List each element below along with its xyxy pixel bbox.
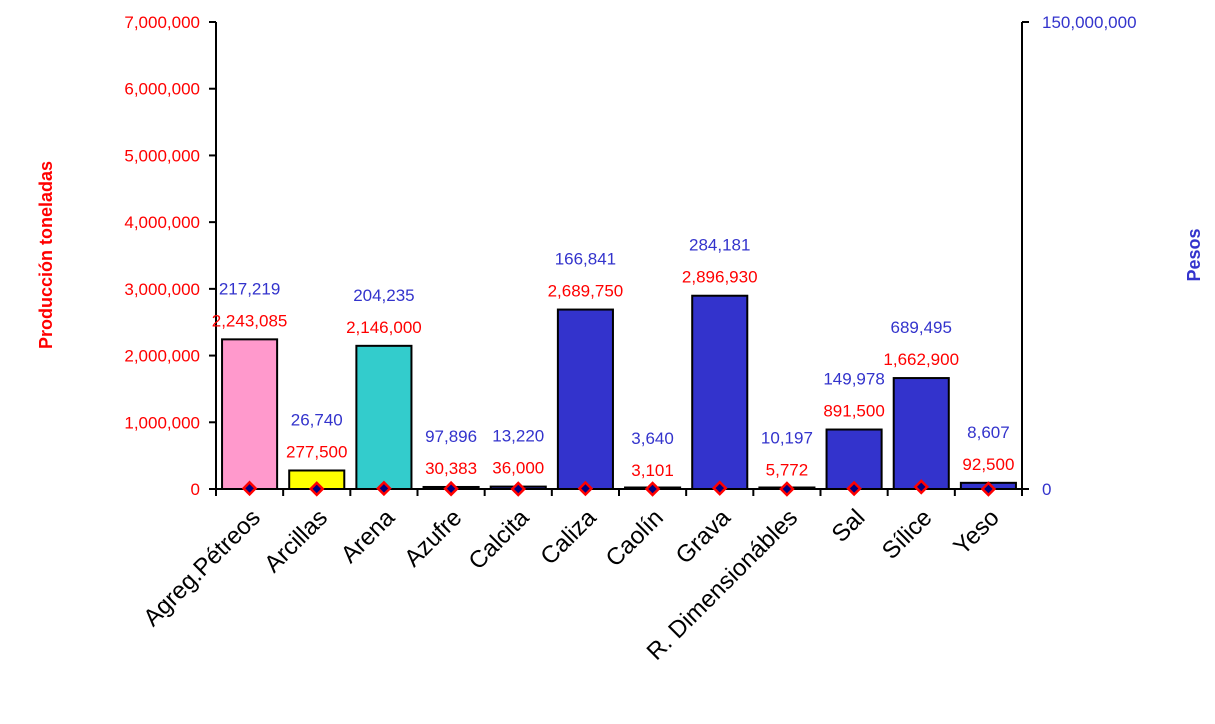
left-tick-label: 6,000,000 [124, 80, 200, 99]
pesos-marker-9 [846, 480, 862, 497]
category-label-1: Arcillas [259, 504, 333, 578]
production-label-9: 891,500 [823, 402, 884, 421]
bar-0 [221, 338, 279, 490]
right-tick-label: 150,000,000 [1042, 13, 1137, 32]
bar-2 [355, 344, 413, 490]
bars-layer [221, 294, 1017, 491]
pesos-label-6: 3,640 [631, 429, 674, 448]
left-tick-label: 3,000,000 [124, 280, 200, 299]
pesos-marker-2 [376, 480, 392, 497]
pesos-label-10: 689,495 [891, 318, 952, 337]
pesos-marker-3 [443, 480, 459, 497]
pesos-marker-11 [980, 481, 997, 497]
category-label-11: Yeso [948, 504, 1004, 560]
left-tick-label: 7,000,000 [124, 13, 200, 32]
value-labels-layer: 2,243,085 217,219 277,500 26,740 2,146,000 20… [212, 236, 1015, 480]
left-axis-title: Producción toneladas [36, 161, 56, 349]
production-label-11: 92,500 [962, 455, 1014, 474]
production-label-8: 5,772 [766, 461, 809, 480]
production-label-1: 277,500 [286, 442, 347, 461]
category-label-5: Caliza [535, 504, 602, 571]
category-label-3: Azufre [399, 504, 467, 572]
production-label-10: 1,662,900 [883, 350, 959, 369]
production-label-6: 3,101 [631, 461, 674, 480]
right-ticks-layer: 0 150,000,000 [1022, 13, 1137, 499]
production-label-2: 2,146,000 [346, 318, 422, 337]
production-label-4: 36,000 [492, 459, 544, 478]
pesos-marker-0 [241, 480, 258, 497]
pesos-label-1: 26,740 [291, 410, 343, 429]
category-label-7: Grava [671, 504, 737, 570]
bar-9 [825, 428, 883, 490]
category-label-2: Arena [336, 504, 401, 569]
pesos-label-3: 97,896 [425, 427, 477, 446]
category-label-6: Caolín [601, 504, 669, 572]
x-ticks-layer [215, 489, 1023, 496]
bar-5 [556, 308, 614, 490]
pesos-label-11: 8,607 [967, 423, 1010, 442]
pesos-marker-8 [779, 481, 795, 497]
markers-layer [241, 479, 997, 497]
pesos-marker-4 [510, 481, 527, 497]
production-label-5: 2,689,750 [548, 282, 624, 301]
left-tick-label: 0 [191, 480, 200, 499]
production-label-3: 30,383 [425, 459, 477, 478]
pesos-label-8: 10,197 [761, 429, 813, 448]
pesos-label-2: 204,235 [353, 286, 414, 305]
right-axis-title: Pesos [1184, 228, 1204, 281]
left-ticks-layer: 0 1,000,000 2,000,000 3,000,000 4,000,000 5,0… [124, 13, 216, 499]
bar-7 [691, 294, 749, 491]
pesos-marker-10 [913, 479, 930, 495]
category-label-4: Calcita [464, 504, 535, 575]
category-label-9: Sal [827, 504, 871, 548]
pesos-marker-6 [644, 481, 661, 497]
left-tick-label: 1,000,000 [124, 413, 200, 432]
left-tick-label: 4,000,000 [124, 213, 200, 232]
pesos-marker-7 [711, 480, 728, 496]
category-label-10: Sílice [877, 504, 938, 565]
left-tick-label: 2,000,000 [124, 347, 200, 366]
left-tick-label: 5,000,000 [124, 146, 200, 165]
right-tick-label: 0 [1042, 480, 1051, 499]
pesos-label-9: 149,978 [823, 370, 884, 389]
pesos-marker-1 [308, 481, 325, 497]
pesos-marker-5 [577, 480, 594, 497]
pesos-label-4: 13,220 [492, 427, 544, 446]
pesos-label-7: 284,181 [689, 236, 750, 255]
pesos-label-0: 217,219 [219, 279, 280, 298]
bar-10 [892, 377, 950, 491]
pesos-label-5: 166,841 [555, 250, 616, 269]
category-label-0: Agreg.Pétreos [138, 504, 266, 632]
production-label-0: 2,243,085 [212, 311, 288, 330]
production-label-7: 2,896,930 [682, 268, 758, 287]
